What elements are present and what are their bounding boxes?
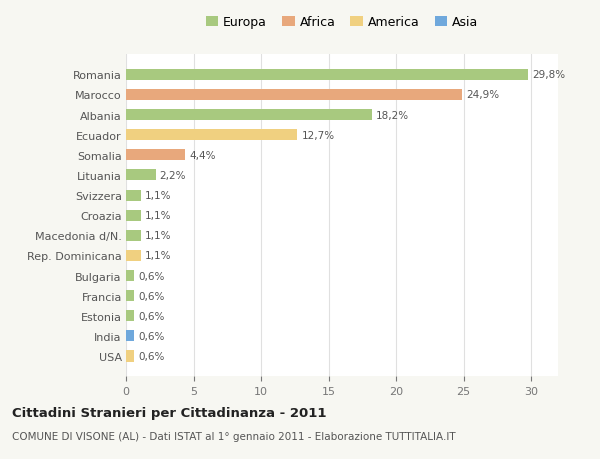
Bar	[126, 291, 134, 302]
Text: 12,7%: 12,7%	[302, 130, 335, 140]
Text: Cittadini Stranieri per Cittadinanza - 2011: Cittadini Stranieri per Cittadinanza - 2…	[12, 406, 326, 419]
Text: 0,6%: 0,6%	[138, 331, 164, 341]
Text: 24,9%: 24,9%	[466, 90, 499, 100]
Text: 29,8%: 29,8%	[532, 70, 565, 80]
Bar	[126, 270, 134, 281]
Text: 4,4%: 4,4%	[190, 151, 216, 161]
Bar	[126, 311, 134, 322]
Text: 2,2%: 2,2%	[160, 171, 186, 180]
Bar	[126, 170, 156, 181]
Bar	[126, 130, 298, 141]
Text: 1,1%: 1,1%	[145, 251, 172, 261]
Text: 0,6%: 0,6%	[138, 271, 164, 281]
Bar	[126, 110, 372, 121]
Legend: Europa, Africa, America, Asia: Europa, Africa, America, Asia	[206, 17, 478, 29]
Text: 1,1%: 1,1%	[145, 231, 172, 241]
Bar	[126, 70, 528, 81]
Bar	[126, 190, 141, 201]
Bar	[126, 210, 141, 221]
Bar	[126, 351, 134, 362]
Text: 18,2%: 18,2%	[376, 110, 409, 120]
Text: 0,6%: 0,6%	[138, 351, 164, 361]
Text: 1,1%: 1,1%	[145, 190, 172, 201]
Text: COMUNE DI VISONE (AL) - Dati ISTAT al 1° gennaio 2011 - Elaborazione TUTTITALIA.: COMUNE DI VISONE (AL) - Dati ISTAT al 1°…	[12, 431, 455, 442]
Text: 1,1%: 1,1%	[145, 211, 172, 221]
Bar	[126, 250, 141, 262]
Bar	[126, 90, 462, 101]
Text: 0,6%: 0,6%	[138, 311, 164, 321]
Bar	[126, 330, 134, 341]
Text: 0,6%: 0,6%	[138, 291, 164, 301]
Bar	[126, 230, 141, 241]
Bar	[126, 150, 185, 161]
